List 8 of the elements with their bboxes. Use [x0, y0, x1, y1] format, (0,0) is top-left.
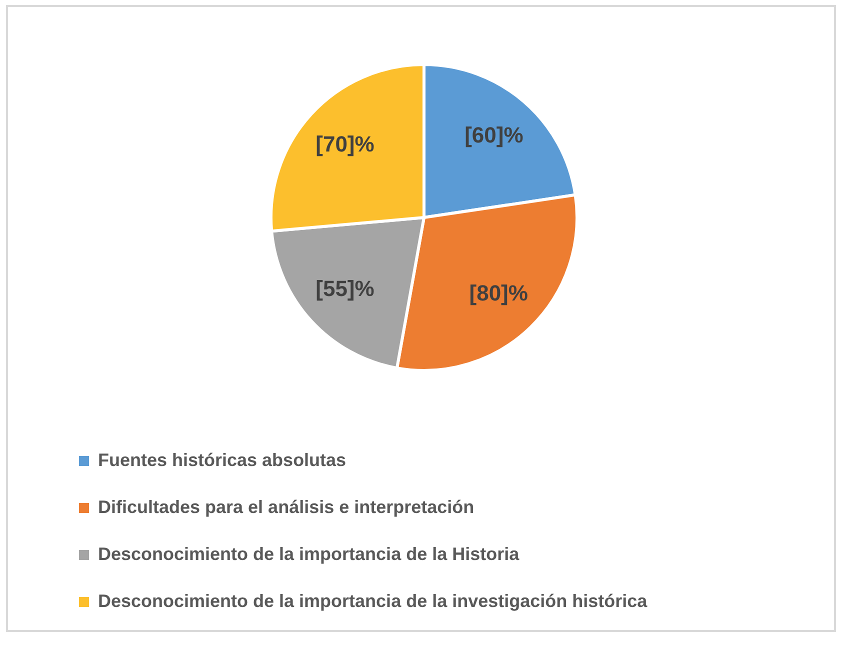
data-label: [60]% — [464, 122, 524, 148]
data-label: [80]% — [469, 280, 528, 306]
data-label: [55]% — [316, 276, 374, 301]
legend-label: Desconocimiento de la importancia de la investigación histórica — [98, 590, 648, 611]
legend-label: Dificultades para el análisis e interpretación — [98, 496, 474, 517]
data-label: [70]% — [316, 131, 374, 156]
legend-label: Desconocimiento de la importancia de la Historia — [98, 544, 520, 564]
legend-label: Fuentes históricas absolutas — [98, 450, 346, 470]
